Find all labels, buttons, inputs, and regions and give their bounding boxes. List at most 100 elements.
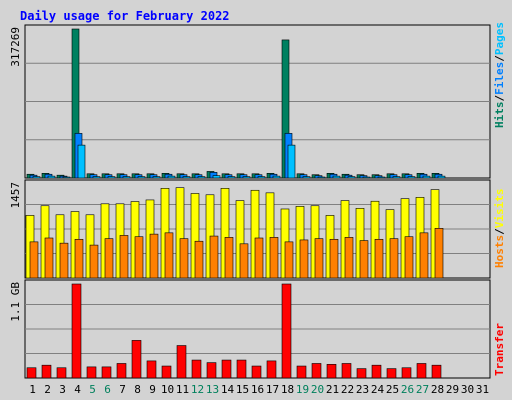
bar-pages-day-15 [242,176,251,179]
x-tick-label-day-12: 12 [191,383,204,396]
x-tick-label-day-6: 6 [104,383,111,396]
bar-hosts-day-25 [389,238,399,279]
bar-hosts-day-4 [74,238,84,279]
legend-item-visits: Visits [493,189,506,229]
x-tick-label-day-22: 22 [341,383,354,396]
bar-hosts-day-14 [224,237,234,279]
x-tick-label-day-30: 30 [461,383,474,396]
bar-hosts-day-7 [119,235,129,279]
bar-hosts-day-5 [89,244,99,279]
bar-hosts-day-8 [134,236,144,279]
x-tick-label-day-17: 17 [266,383,279,396]
bar-hosts-day-23 [359,240,369,279]
bar-pages-day-6 [107,176,116,179]
bar-transfer-day-15 [236,359,247,379]
bar-hosts-day-18 [284,241,294,279]
bar-pages-day-9 [152,176,161,179]
bar-pages-day-12 [197,176,206,179]
x-tick-label-day-18: 18 [281,383,294,396]
x-tick-label-day-21: 21 [326,383,339,396]
bar-transfer-day-13 [206,362,217,379]
bar-transfer-day-18 [281,283,292,379]
x-tick-label-day-10: 10 [161,383,174,396]
bar-hosts-day-17 [269,237,279,279]
bar-transfer-day-14 [221,359,232,379]
bar-transfer-day-3 [56,367,67,379]
bar-pages-day-17 [272,175,281,179]
x-tick-label-day-4: 4 [74,383,81,396]
bar-pages-day-25 [392,176,401,179]
bar-pages-day-10 [167,175,176,179]
bar-pages-day-2 [47,175,56,179]
bar-hosts-day-1 [29,241,39,279]
bar-transfer-day-16 [251,365,262,379]
x-tick-label-day-16: 16 [251,383,264,396]
bar-hosts-day-11 [179,238,189,279]
x-tick-label-day-8: 8 [134,383,141,396]
bar-transfer-day-17 [266,360,277,379]
x-tick-label-day-14: 14 [221,383,235,396]
bar-transfer-day-24 [371,364,382,379]
bar-pages-day-28 [437,175,446,179]
legend-hosts-visits: Hosts/Visits [493,189,506,269]
bar-pages-day-14 [227,176,236,179]
x-tick-label-day-7: 7 [119,383,126,396]
bar-transfer-day-20 [311,363,322,379]
bar-transfer-day-7 [116,363,127,379]
bar-pages-day-8 [137,176,146,179]
x-tick-label-day-1: 1 [29,383,36,396]
bar-transfer-day-4 [71,283,82,379]
legend-item-files: Files [493,62,506,95]
bar-pages-day-21 [332,175,341,179]
x-tick-label-day-26: 26 [401,383,414,396]
x-tick-label-day-28: 28 [431,383,444,396]
legend-item-hits: Hits [493,102,506,129]
bar-hosts-day-10 [164,232,174,279]
x-tick-label-day-11: 11 [176,383,189,396]
bar-pages-day-20 [317,176,326,179]
bar-transfer-day-21 [326,364,337,379]
x-tick-label-day-25: 25 [386,383,399,396]
x-tick-label-day-19: 19 [296,383,309,396]
bar-hosts-day-12 [194,240,204,279]
bar-hosts-day-15 [239,243,249,279]
bar-pages-day-5 [92,176,101,179]
legend-item-slash: / [493,55,506,62]
bar-transfer-day-28 [431,364,442,379]
bar-hosts-day-20 [314,238,324,279]
y-max-label-hosts-visits: 1457 [9,182,22,209]
x-tick-label-day-27: 27 [416,383,429,396]
x-tick-label-day-23: 23 [356,383,369,396]
x-tick-label-day-15: 15 [236,383,249,396]
bar-transfer-day-25 [386,368,397,379]
legend-item-hosts: Hosts [493,235,506,268]
legend-item-pages: Pages [493,22,506,55]
bar-hosts-day-26 [404,236,414,279]
x-tick-label-day-31: 31 [476,383,489,396]
bar-transfer-day-5 [86,366,97,379]
bar-hosts-day-6 [104,238,114,279]
x-tick-label-day-3: 3 [59,383,66,396]
bar-hosts-day-28 [434,228,444,279]
bar-pages-day-16 [257,176,266,179]
bar-transfer-day-23 [356,368,367,379]
bar-transfer-day-9 [146,360,157,379]
bar-transfer-day-8 [131,340,142,379]
y-max-label-hits-files-pages: 317269 [9,27,22,67]
legend-transfer: Transfer [493,323,506,376]
bar-transfer-day-10 [161,365,172,379]
bar-pages-day-18 [287,144,296,179]
bar-hosts-day-27 [419,232,429,279]
bar-hosts-day-21 [329,238,339,279]
bar-hosts-day-24 [374,238,384,279]
bar-pages-day-4 [77,144,86,179]
bar-pages-day-7 [122,176,131,179]
x-tick-label-day-9: 9 [149,383,156,396]
bar-transfer-day-19 [296,365,307,379]
bar-hosts-day-16 [254,237,264,279]
bar-pages-day-23 [362,176,371,179]
legend-item-slash: / [493,228,506,235]
bar-hosts-day-9 [149,233,159,279]
bar-hosts-day-3 [59,242,69,279]
